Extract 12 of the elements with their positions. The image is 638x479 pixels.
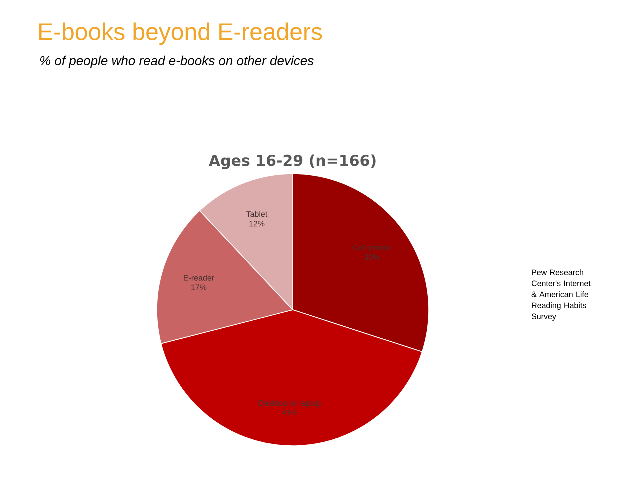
data-label: 12% bbox=[250, 221, 265, 227]
data-label: 41% bbox=[282, 410, 298, 416]
text: Pew Research Center's Internet & American Life Reading Habits Survey bbox=[532, 270, 591, 321]
data-label: 30% bbox=[364, 254, 380, 260]
chart-title: E-books beyond E-readers bbox=[40, 22, 322, 46]
slice-label: Desktop or laptop bbox=[259, 400, 321, 408]
slice-label: Cell phone bbox=[354, 244, 391, 252]
chart-subtitle: % of people who read e-books on other devices bbox=[40, 56, 314, 68]
data-label: 17% bbox=[192, 284, 207, 290]
slice-label: Tablet bbox=[246, 211, 268, 218]
slice-label: E-reader bbox=[184, 274, 214, 281]
text: Ages 16-29 (n=166) bbox=[209, 154, 376, 170]
